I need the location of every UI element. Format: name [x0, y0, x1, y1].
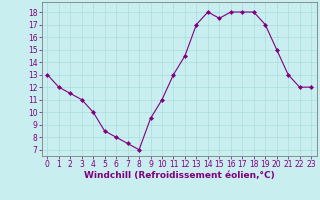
X-axis label: Windchill (Refroidissement éolien,°C): Windchill (Refroidissement éolien,°C): [84, 171, 275, 180]
